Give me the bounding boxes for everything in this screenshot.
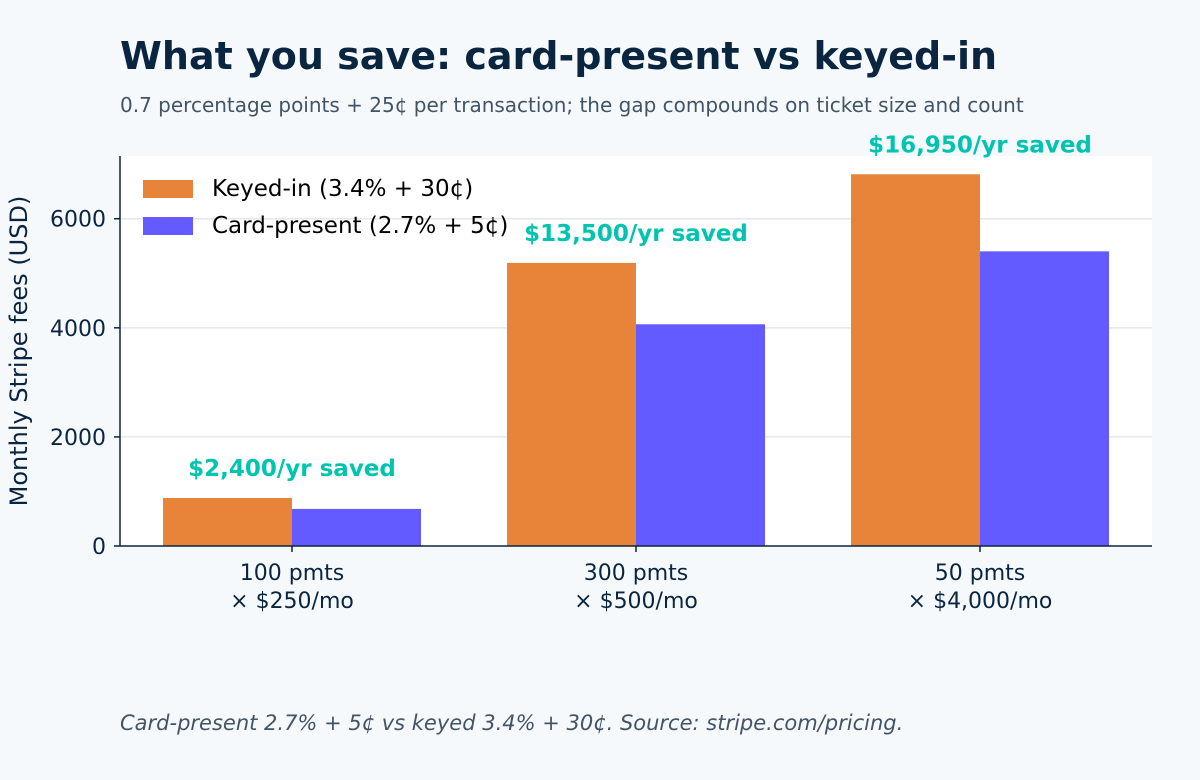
bar-card-present <box>980 251 1109 546</box>
savings-annotation: $13,500/yr saved <box>524 221 748 247</box>
y-axis-label: Monthly Stripe fees (USD) <box>5 196 33 507</box>
chart-subtitle: 0.7 percentage points + 25¢ per transact… <box>120 93 1024 117</box>
savings-annotation: $2,400/yr saved <box>188 456 396 482</box>
bar-card-present <box>292 508 421 546</box>
footnote: Card-present 2.7% + 5¢ vs keyed 3.4% + 3… <box>120 711 904 735</box>
x-tick-label: 50 pmts <box>935 561 1025 586</box>
bars <box>163 174 1109 547</box>
y-tick-label: 4000 <box>50 317 106 342</box>
legend-label: Card-present (2.7% + 5¢) <box>212 213 508 239</box>
x-ticks: 100 pmts × $250/mo 300 pmts × $500/mo 50 pmt… <box>230 546 1052 614</box>
legend-swatch <box>143 180 193 198</box>
x-tick-label: 300 pmts <box>584 561 688 586</box>
legend-swatch <box>143 217 193 235</box>
y-tick-label: 2000 <box>50 426 106 451</box>
y-ticks: 0 2000 4000 6000 <box>50 208 120 560</box>
savings-annotations: $2,400/yr saved $13,500/yr saved $16,950/y… <box>188 132 1092 482</box>
bar-card-present <box>636 324 765 546</box>
legend-label: Keyed-in (3.4% + 30¢) <box>212 176 473 202</box>
x-tick-label: × $4,000/mo <box>908 589 1053 614</box>
legend: Keyed-in (3.4% + 30¢) Card-present (2.7% … <box>143 176 508 239</box>
bar-keyed-in <box>163 498 292 546</box>
bar-keyed-in <box>851 174 980 547</box>
x-tick-label: × $500/mo <box>574 589 698 614</box>
x-tick-label: × $250/mo <box>230 589 354 614</box>
bar-keyed-in <box>507 262 636 546</box>
savings-annotation: $16,950/yr saved <box>868 132 1092 158</box>
y-tick-label: 0 <box>92 535 106 560</box>
x-tick-label: 100 pmts <box>240 561 344 586</box>
bar-chart: $2,400/yr saved $13,500/yr saved $16,950/y… <box>5 132 1152 614</box>
chart-title: What you save: card-present vs keyed-in <box>120 34 998 78</box>
y-tick-label: 6000 <box>50 208 106 233</box>
